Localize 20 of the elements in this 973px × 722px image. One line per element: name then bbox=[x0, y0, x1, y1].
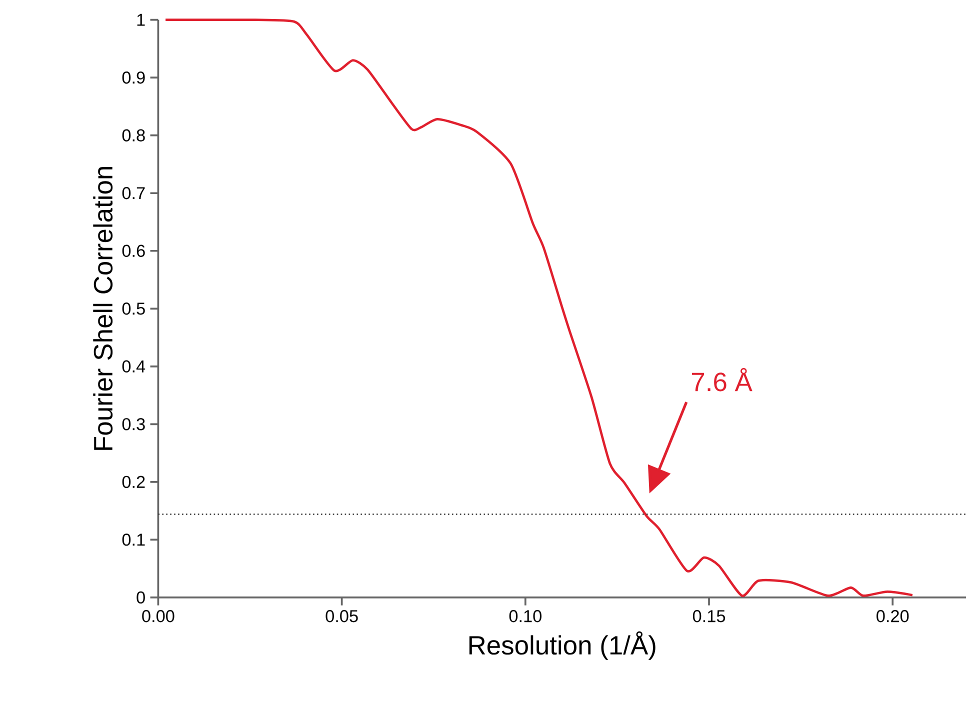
y-tick-label: 0.1 bbox=[122, 534, 145, 546]
y-tick-label: 0.7 bbox=[122, 187, 145, 200]
x-tick-label: 0.05 bbox=[326, 610, 358, 622]
y-tick-label: 0.9 bbox=[122, 72, 145, 84]
y-tick-label: 0.2 bbox=[122, 476, 145, 488]
y-axis-title: Fourier Shell Correlation bbox=[93, 167, 113, 450]
y-tick-label: 1 bbox=[137, 14, 145, 26]
y-tick-label: 0.4 bbox=[122, 360, 146, 373]
x-tick-label: 0.10 bbox=[509, 610, 542, 622]
x-tick-label: 0.15 bbox=[692, 610, 726, 622]
x-tick-label: 0.00 bbox=[142, 610, 174, 622]
annotation: 7.6 Å bbox=[692, 368, 752, 392]
y-tick-label: 0.8 bbox=[122, 130, 145, 142]
y-tick-label: 0.5 bbox=[122, 302, 145, 315]
x-axis-title: Resolution (1/Å) bbox=[469, 632, 656, 660]
x-tick-label: 0.20 bbox=[876, 610, 909, 622]
line-series bbox=[164, 18, 914, 598]
y-tick-label: 0.6 bbox=[122, 245, 145, 258]
y-tick-label: 0 bbox=[136, 592, 145, 604]
y-tick-label: 0.3 bbox=[122, 418, 145, 430]
